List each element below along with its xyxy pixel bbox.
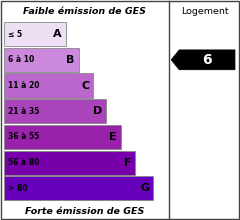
Text: F: F xyxy=(124,158,131,168)
Bar xyxy=(4,99,106,123)
Text: D: D xyxy=(93,106,102,116)
Text: 6 à 10: 6 à 10 xyxy=(8,55,34,64)
Text: Faible émission de GES: Faible émission de GES xyxy=(23,7,146,15)
Text: 6: 6 xyxy=(202,53,212,67)
Text: Logement: Logement xyxy=(181,7,228,15)
Text: ≤ 5: ≤ 5 xyxy=(8,30,22,38)
Text: > 80: > 80 xyxy=(8,184,28,193)
Bar xyxy=(4,22,66,46)
Bar xyxy=(4,73,93,98)
Text: E: E xyxy=(109,132,117,142)
Bar xyxy=(4,48,79,72)
Text: 36 à 55: 36 à 55 xyxy=(8,132,39,141)
Text: G: G xyxy=(140,183,149,193)
Bar xyxy=(4,176,153,200)
Text: 56 à 80: 56 à 80 xyxy=(8,158,40,167)
Bar xyxy=(4,150,135,175)
Polygon shape xyxy=(171,50,235,70)
Text: C: C xyxy=(81,81,89,91)
Text: 11 à 20: 11 à 20 xyxy=(8,81,40,90)
Text: 21 à 35: 21 à 35 xyxy=(8,107,39,116)
Text: B: B xyxy=(66,55,75,65)
Text: A: A xyxy=(53,29,62,39)
Text: Forte émission de GES: Forte émission de GES xyxy=(25,207,144,216)
Bar xyxy=(4,125,121,149)
